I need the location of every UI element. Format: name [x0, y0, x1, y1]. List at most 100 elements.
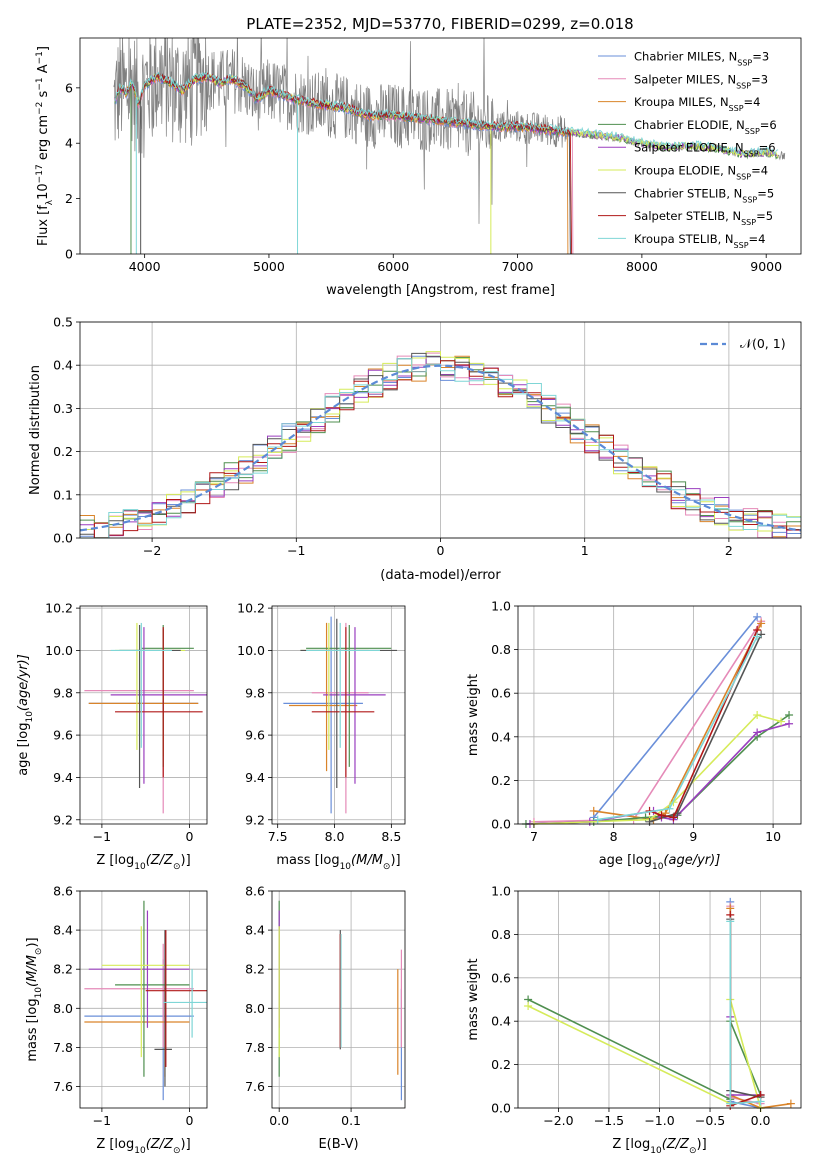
label-part: (age/yr)] — [16, 654, 31, 711]
x-tick-label: 8.0 — [325, 829, 345, 844]
weight-line — [525, 714, 790, 825]
y-tick-label: 0.1 — [53, 487, 73, 502]
legend-subscript: SSP — [729, 104, 744, 113]
label-part: (Z/Z — [662, 1137, 690, 1152]
y-tick-label: 9.6 — [53, 728, 73, 743]
label-part: (Z/Z — [146, 853, 174, 868]
x-axis-label: age [log10(age/yr)] — [599, 853, 721, 872]
weight-line — [649, 629, 758, 819]
label-part: (M/M — [25, 955, 40, 987]
weight-marker — [756, 1097, 765, 1106]
legend-name: Chabrier MILES, N — [634, 50, 737, 64]
legend-label: Salpeter MILES, NSSP=3 — [634, 72, 768, 90]
y-tick-label: 7.6 — [53, 1079, 73, 1094]
histogram-series — [80, 360, 801, 539]
model-spectrum-line — [114, 70, 779, 157]
label-part: 10 — [134, 862, 146, 872]
x-tick-label: −1.0 — [644, 1113, 674, 1128]
label-part: (Z/Z — [146, 1137, 174, 1152]
legend-count: =6 — [760, 118, 777, 132]
weight-marker — [753, 728, 762, 737]
legend-count: =3 — [752, 50, 769, 64]
y-tick-label: 1.0 — [491, 884, 511, 899]
label-part: −2 — [35, 102, 45, 115]
age-vs-mass-panel: 7.5 8.0 8.5 9.2 9.4 9.6 9.8 10.0 10.2 mass [log10… — [237, 601, 406, 872]
y-tick-label: 0.5 — [53, 315, 73, 330]
weight-marker — [753, 711, 762, 719]
y-tick-label: 0.8 — [491, 927, 511, 942]
y-tick-label: 0.2 — [491, 773, 511, 788]
legend-count: =4 — [749, 232, 766, 246]
y-tick-label: 8.2 — [245, 962, 265, 977]
legend-label: Kroupa STELIB, NSSP=4 — [634, 232, 765, 250]
y-tick-label: 9.8 — [53, 685, 73, 700]
weight-marker — [524, 1002, 533, 1011]
label-part: ⊙ — [383, 862, 391, 872]
y-tick-label: 0.4 — [491, 1014, 511, 1029]
label-part: 10 — [34, 987, 44, 999]
x-tick-label: 10 — [765, 829, 781, 844]
y-axis-label: Flux [fλ10−17 erg cm−2 s−1 A−1] — [35, 46, 55, 246]
x-tick-label: 1 — [581, 543, 589, 558]
y-axis-label: mass weight — [466, 674, 481, 756]
axes-frame — [79, 890, 208, 1109]
legend-label: 𝒩(0, 1) — [740, 336, 786, 351]
x-tick-label: 2 — [725, 543, 733, 558]
x-axis-label: mass [log10(M/M⊙)] — [276, 853, 400, 872]
x-tick-label: −1 — [287, 543, 305, 558]
legend-subscript: SSP — [744, 149, 759, 158]
label-part: Z [log — [96, 853, 134, 868]
x-axis-label: Z [log10(Z/Z⊙)] — [612, 1137, 706, 1156]
label-part: )] — [181, 853, 191, 868]
plot-area — [84, 622, 207, 814]
spectrum-panel: 4000 5000 6000 7000 8000 9000 0 2 4 6 wavelength [… — [35, 37, 802, 298]
y-tick-label: 4 — [65, 136, 73, 151]
x-axis-label: Z [log10(Z/Z⊙)] — [96, 1137, 190, 1156]
x-tick-label: 0 — [437, 543, 445, 558]
weight-marker — [669, 813, 678, 822]
weight-line — [529, 722, 790, 825]
y-tick-label: 8.6 — [245, 884, 265, 899]
y-tick-label: 9.2 — [53, 812, 73, 827]
weight-line — [729, 901, 761, 1109]
y-tick-label: 0.4 — [53, 358, 73, 373]
label-part: −1 — [35, 51, 45, 64]
axes-frame — [271, 605, 406, 825]
label-part: age [log — [16, 723, 31, 776]
x-tick-label: −0.5 — [695, 1113, 725, 1128]
y-tick-label: 0.6 — [491, 970, 511, 985]
label-part: −17 — [35, 164, 45, 183]
legend-subscript: SSP — [737, 58, 752, 67]
y-axis-label: Normed distribution — [28, 365, 43, 495]
plot-area — [278, 900, 403, 1101]
x-tick-label: −1.5 — [594, 1113, 624, 1128]
x-tick-label: 9000 — [750, 259, 782, 274]
y-tick-label: 0.0 — [491, 817, 511, 832]
weight-line — [527, 999, 762, 1109]
x-axis-label: (data-model)/error — [380, 568, 501, 583]
label-part: ⊙ — [173, 862, 181, 872]
x-tick-label: 0.1 — [341, 1113, 361, 1128]
weight-marker — [777, 717, 786, 726]
y-tick-label: 9.4 — [245, 770, 265, 785]
weight-marker — [786, 1099, 795, 1108]
legend-label: Chabrier MILES, NSSP=3 — [634, 50, 769, 68]
axes-frame — [271, 890, 406, 1109]
y-tick-label: 9.2 — [245, 812, 265, 827]
y-tick-label: 2 — [65, 191, 73, 206]
weight-line — [527, 998, 762, 1101]
label-part: age [log — [599, 853, 652, 868]
legend-label: Kroupa MILES, NSSP=4 — [634, 95, 760, 113]
label-part: Z [log — [612, 1137, 650, 1152]
axes-frame — [517, 605, 802, 825]
weight-marker — [726, 917, 735, 926]
legend-name: Kroupa MILES, N — [634, 95, 729, 109]
x-tick-label: 6000 — [377, 259, 409, 274]
residuals-panel: −2 −1 0 1 2 0.0 0.1 0.2 0.3 0.4 0.5 𝒩(0, 1) (data-mo… — [28, 315, 802, 583]
y-tick-label: 7.8 — [53, 1040, 73, 1055]
y-tick-label: 0.6 — [491, 686, 511, 701]
figure-title: PLATE=2352, MJD=53770, FIBERID=0299, z=0… — [246, 15, 633, 33]
weight-marker — [785, 719, 794, 728]
